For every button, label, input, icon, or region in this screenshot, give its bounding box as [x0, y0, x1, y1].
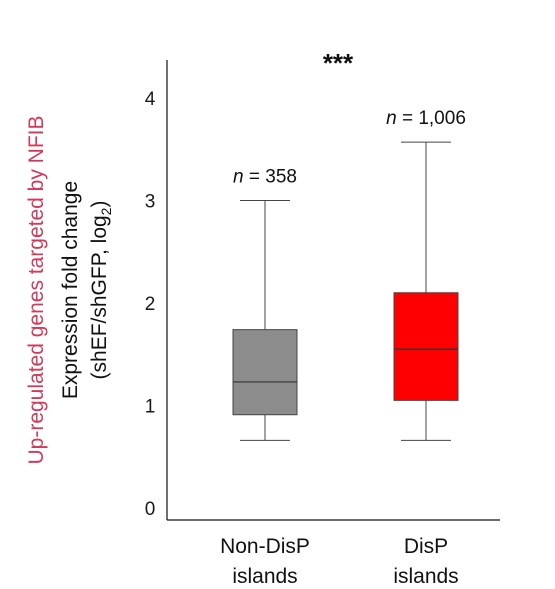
y-tick-label: 0	[145, 499, 156, 520]
box-iqr	[393, 292, 459, 401]
y-tick-label: 4	[145, 89, 156, 110]
y-tick-label: 2	[145, 294, 156, 315]
sample-size-label: n = 358	[233, 167, 297, 188]
y-tick-label: 1	[145, 397, 156, 418]
box-group: n = 1,006 DisP islands	[386, 108, 466, 588]
category-label-line1: DisP	[404, 535, 448, 558]
box-iqr	[232, 329, 298, 416]
outer-label: Up-regulated genes targeted by NFIB	[25, 115, 48, 464]
significance-label: ***	[323, 48, 354, 78]
category-label-line1: Non-DisP	[220, 535, 310, 558]
category-label-line2: islands	[393, 565, 458, 588]
y-axis-label-line1: Expression fold change	[59, 181, 82, 399]
category-label-line2: islands	[232, 565, 297, 588]
box-group: n = 358 Non-DisP islands	[220, 167, 310, 589]
y-axis-label-line2: (shEF/shGFP, log2)	[88, 201, 114, 380]
sample-size-label: n = 1,006	[386, 108, 466, 129]
y-tick-label: 3	[145, 192, 156, 213]
